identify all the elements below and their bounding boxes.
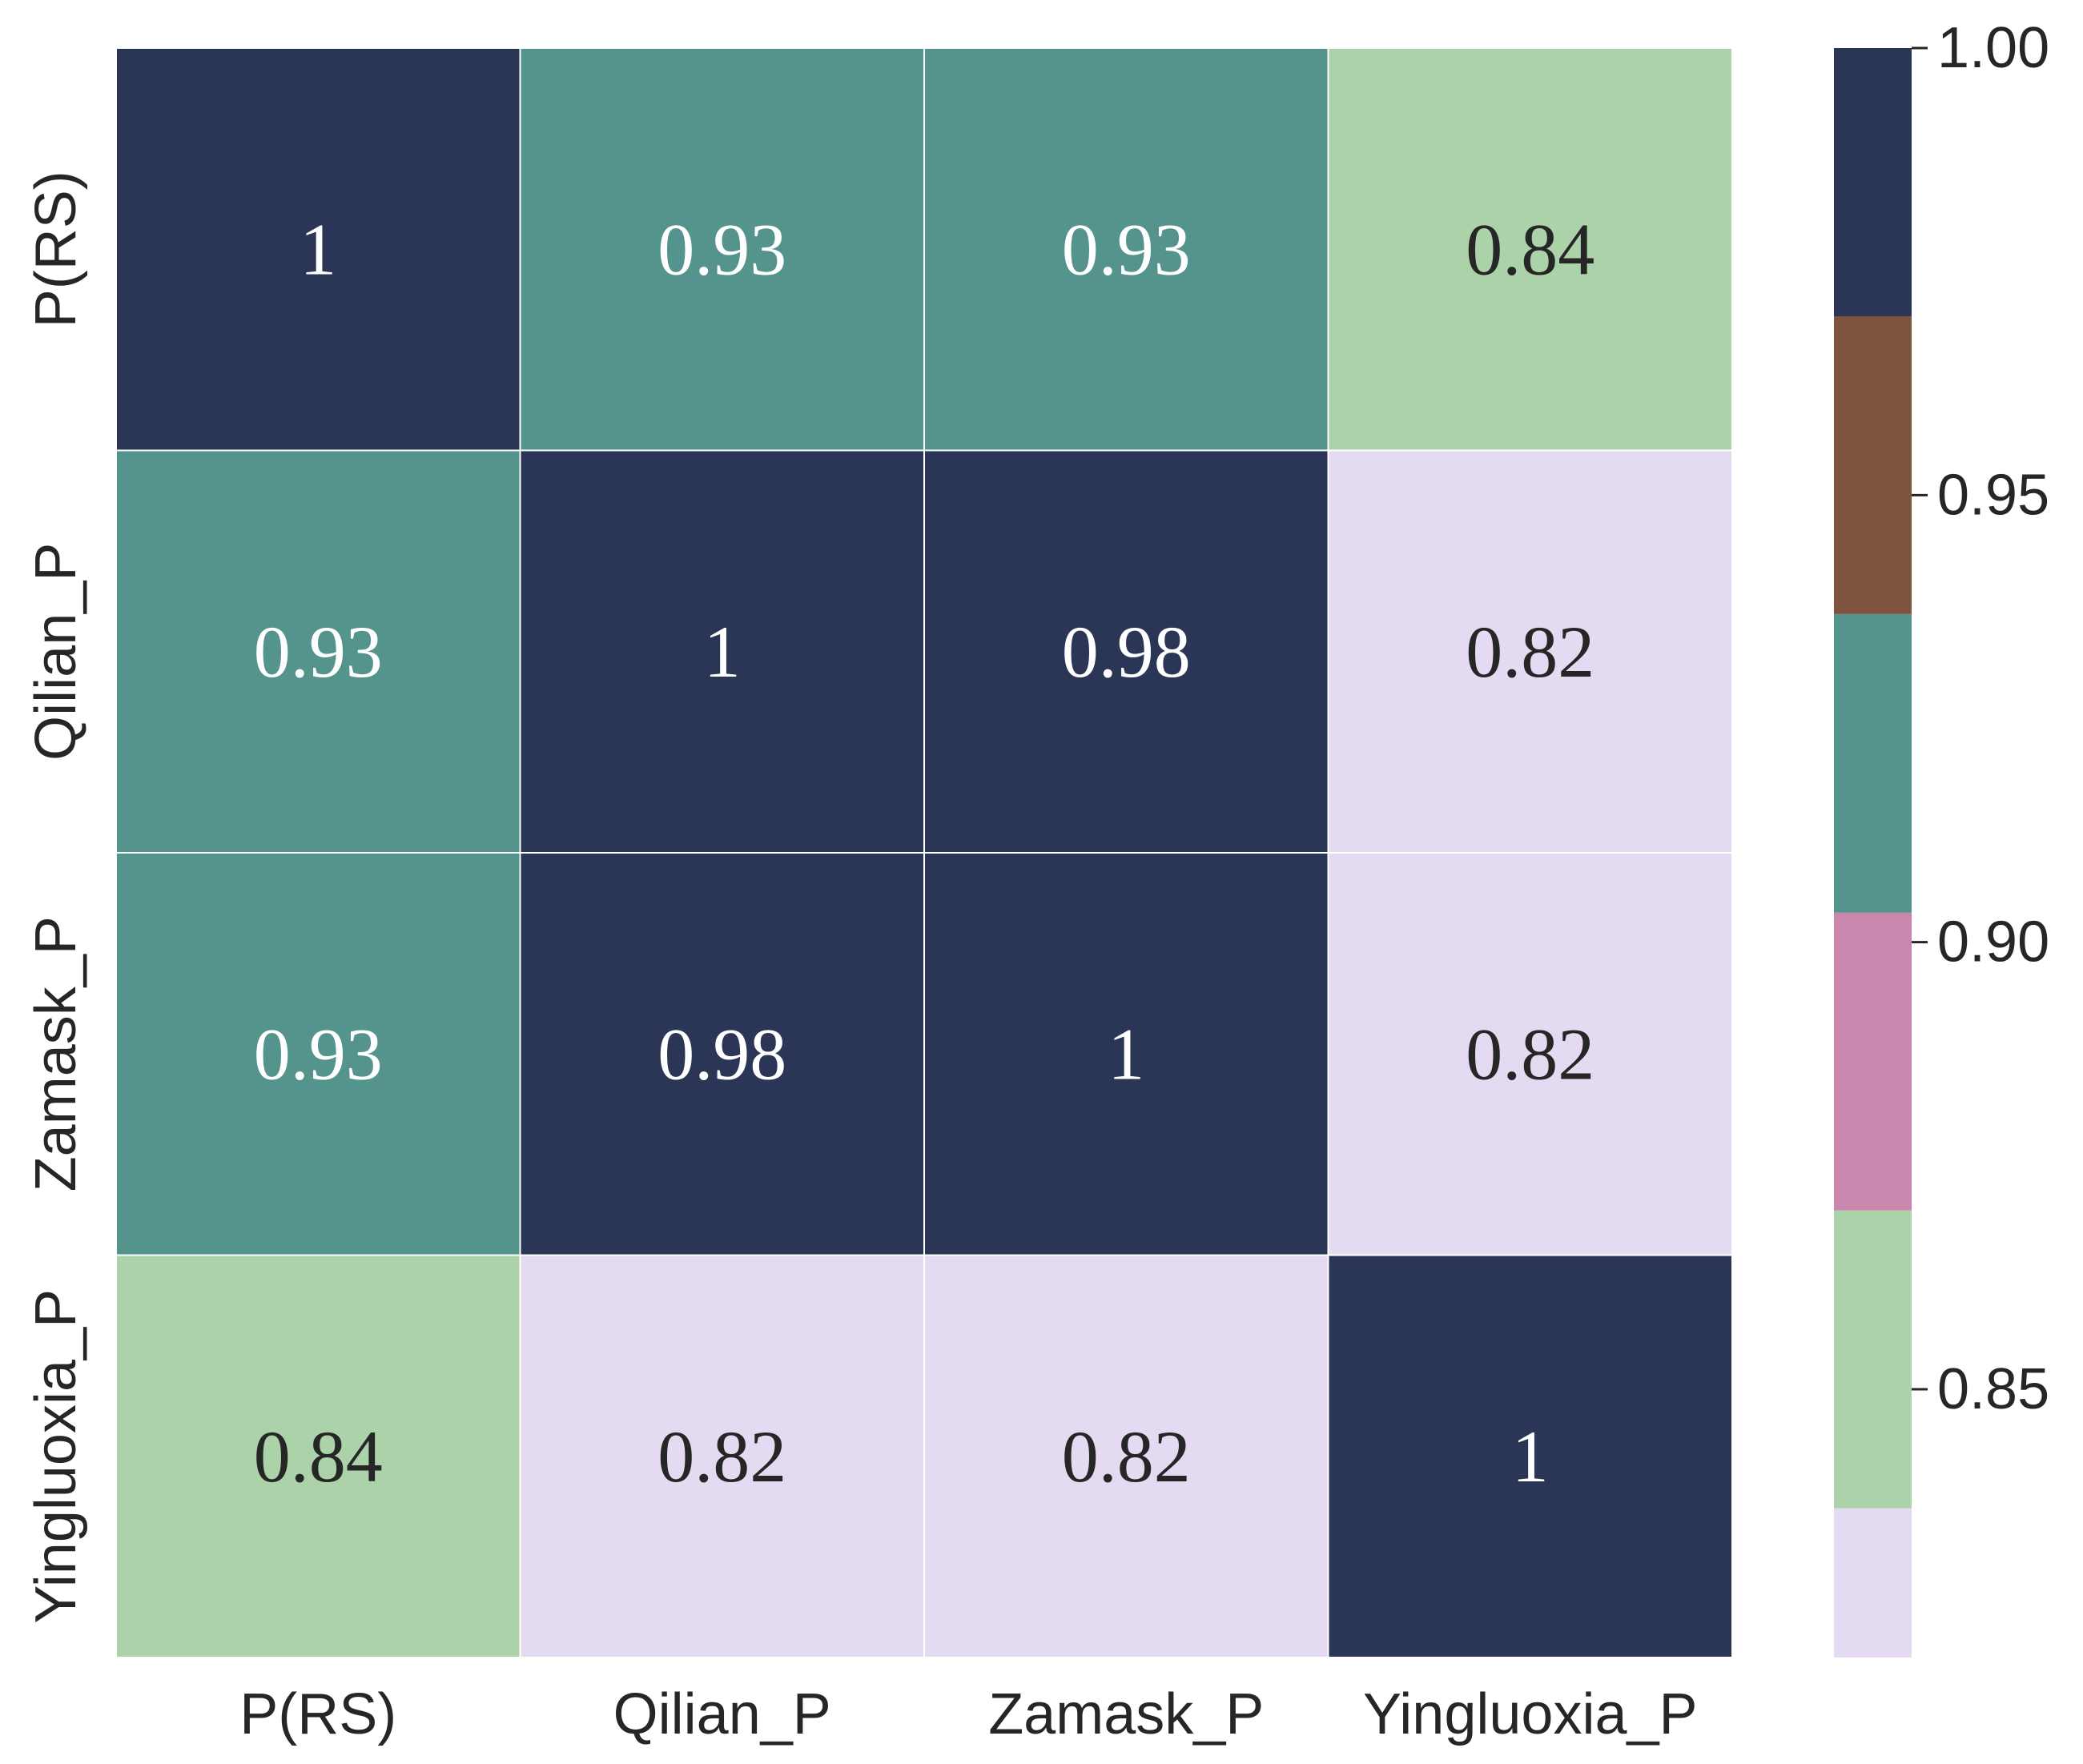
cell-value-label: 1 xyxy=(1512,1416,1549,1497)
colorbar-segment xyxy=(1834,912,1912,1211)
colorbar-segment xyxy=(1834,1508,1912,1658)
colorbar-segment xyxy=(1834,48,1912,316)
heatmap-cell-r3-c0 xyxy=(115,1254,521,1658)
heatmap-cell-r1-c0 xyxy=(115,449,521,854)
x-tick-label: Yingluoxia_P xyxy=(1363,1682,1698,1746)
cell-value-label: 0.93 xyxy=(254,1013,383,1095)
cell-value-label: 0.84 xyxy=(254,1416,383,1497)
y-tick-label: Zamask_P xyxy=(24,916,88,1191)
heatmap-cell-r1-c3 xyxy=(1327,449,1733,854)
cell-value-label: 0.93 xyxy=(1062,208,1191,290)
heatmap-cells xyxy=(115,47,1733,1658)
heatmap-cell-r2-c3 xyxy=(1327,852,1733,1256)
heatmap-cell-r3-c3 xyxy=(1327,1254,1733,1658)
colorbar-tick-label: 1.00 xyxy=(1937,16,2049,80)
cell-value-label: 0.98 xyxy=(657,1013,786,1095)
colorbar-tick-label: 0.95 xyxy=(1937,463,2049,527)
colorbar-segment xyxy=(1834,1210,1912,1509)
cell-value-label: 0.98 xyxy=(1062,611,1191,693)
x-axis: P(RS) Qilian_P Zamask_P Yingluoxia_P xyxy=(239,1682,1697,1746)
x-tick-label: P(RS) xyxy=(239,1682,396,1746)
cell-value-label: 0.84 xyxy=(1466,208,1594,290)
cell-value-label: 0.82 xyxy=(1466,611,1594,693)
cell-value-label: 0.82 xyxy=(1062,1416,1191,1497)
colorbar: 0.85 0.90 0.95 1.00 xyxy=(1834,16,2049,1658)
x-tick-label: Zamask_P xyxy=(988,1682,1264,1746)
cell-value-label: 0.93 xyxy=(254,611,383,693)
cell-value-label: 1 xyxy=(1108,1013,1144,1095)
y-tick-label: Qilian_P xyxy=(24,543,88,761)
cell-value-label: 0.93 xyxy=(657,208,786,290)
cell-value-label: 1 xyxy=(704,611,741,693)
cell-value-label: 1 xyxy=(300,208,336,290)
heatmap-cell-r2-c1 xyxy=(519,852,925,1256)
y-tick-label: Yingluoxia_P xyxy=(24,1289,88,1624)
heatmap-cell-r0-c3 xyxy=(1327,47,1733,452)
heatmap-cell-r0-c0 xyxy=(115,47,521,452)
colorbar-tick-label: 0.90 xyxy=(1937,910,2049,974)
colorbar-tick-label: 0.85 xyxy=(1937,1357,2049,1421)
heatmap-cell-r3-c2 xyxy=(923,1254,1329,1658)
colorbar-segment xyxy=(1834,316,1912,614)
heatmap-cell-r0-c2 xyxy=(923,47,1329,452)
y-tick-label: P(RS) xyxy=(24,171,88,327)
colorbar-segment xyxy=(1834,613,1912,913)
cell-value-label: 0.82 xyxy=(1466,1013,1594,1095)
cell-value-label: 0.82 xyxy=(657,1416,786,1497)
heatmap-cell-r0-c1 xyxy=(519,47,925,452)
heatmap-cell-r3-c1 xyxy=(519,1254,925,1658)
heatmap-cell-r1-c2 xyxy=(923,449,1329,854)
y-axis: P(RS) Qilian_P Zamask_P Yingluoxia_P xyxy=(24,171,88,1623)
x-tick-label: Qilian_P xyxy=(613,1682,831,1746)
heatmap-cell-labels: 1 0.93 0.93 0.84 0.93 1 0.98 0.82 0.93 0.98 1 0.82 0… xyxy=(254,208,1595,1497)
heatmap-cell-r1-c1 xyxy=(519,449,925,854)
